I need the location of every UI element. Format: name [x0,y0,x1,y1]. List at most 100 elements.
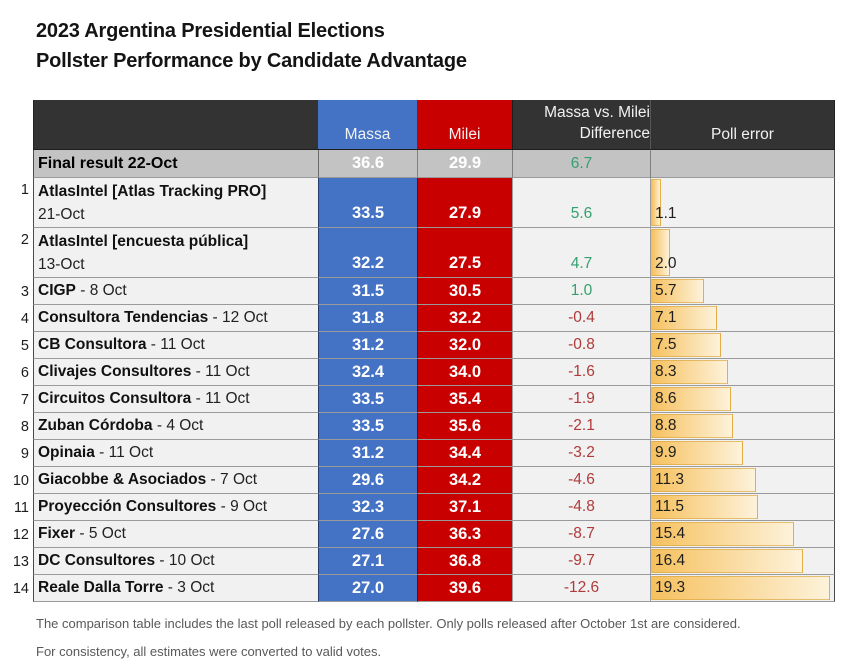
milei-value: 32.0 [448,335,482,354]
pollster-name: Proyección Consultores [38,498,217,515]
pollster-name: DC Consultores [38,552,156,569]
table-body: 1 AtlasIntel [Atlas Tracking PRO] 21-Oct… [0,178,835,602]
table-row: 6 Clivajes Consultores - 11 Oct 32.4 34.… [0,359,835,386]
poll-error-cell: 11.3 [650,467,835,494]
poll-date: 4 Oct [166,417,204,434]
milei-value-cell: 32.2 [417,305,512,332]
poll-date: 11 Oct [205,390,250,407]
milei-value: 35.6 [448,416,482,435]
pollster-name: Consultora Tendencias [38,309,209,326]
massa-value-cell: 32.2 [318,228,417,278]
row-rank: 14 [0,575,33,602]
poll-date: 7 Oct [220,471,258,488]
pollster-cell: Giacobbe & Asociados - 7 Oct [33,467,318,494]
row-rank: 6 [0,359,33,386]
difference-cell: -2.1 [512,413,650,440]
row-rank-label: 11 [13,499,29,516]
difference-cell: -12.6 [512,575,650,602]
massa-value-cell: 33.5 [318,386,417,413]
milei-value: 27.5 [448,254,482,272]
poll-error-cell: 8.6 [650,386,835,413]
difference-cell: -1.9 [512,386,650,413]
milei-value-cell: 36.3 [417,521,512,548]
pollster-cell: DC Consultores - 10 Oct [33,548,318,575]
milei-value: 34.2 [448,470,482,489]
pollster-cell: Fixer - 5 Oct [33,521,318,548]
poll-error-value: 8.8 [655,417,677,434]
poll-error-bar [651,179,662,226]
header-difference-line1: Massa vs. Milei [544,103,650,121]
poll-date: 3 Oct [177,579,215,596]
milei-value: 35.4 [448,389,482,408]
milei-value: 34.0 [448,362,482,381]
table-row: 9 Opinaia - 11 Oct 31.2 34.4 -3.2 9.9 [0,440,835,467]
row-rank: 3 [0,278,33,305]
pollster-name: CIGP [38,282,76,299]
poll-error-value: 1.1 [655,205,677,222]
row-rank-label: 9 [20,445,29,462]
milei-value-cell: 39.6 [417,575,512,602]
poll-error-cell: 16.4 [650,548,835,575]
row-rank-label: 6 [20,364,29,381]
poll-error-cell: 9.9 [650,440,835,467]
poll-date: 12 Oct [222,309,268,326]
page-title-line2: Pollster Performance by Candidate Advant… [36,50,467,72]
milei-value-cell: 35.6 [417,413,512,440]
difference-value: -4.6 [568,471,595,488]
massa-value: 27.0 [351,578,385,597]
row-rank: 13 [0,548,33,575]
table-row: 13 DC Consultores - 10 Oct 27.1 36.8 -9.… [0,548,835,575]
name-date-separator: - [163,579,178,596]
poll-error-cell: 15.4 [650,521,835,548]
row-rank-label: 14 [12,580,29,597]
row-rank-label: 4 [20,310,29,327]
header-pollster-cell [33,100,318,150]
row-rank: 10 [0,467,33,494]
table-row: 11 Proyección Consultores - 9 Oct 32.3 3… [0,494,835,521]
header-poll-error: Poll error [650,100,835,150]
name-date-separator: - [216,498,231,515]
poll-date: 13-Oct [38,255,85,273]
massa-value-cell: 31.2 [318,440,417,467]
difference-value: -3.2 [568,444,595,461]
poll-error-cell: 19.3 [650,575,835,602]
poll-error-bar [651,441,743,465]
row-rank: 12 [0,521,33,548]
poll-error-value: 11.5 [655,498,685,515]
massa-value-cell: 27.1 [318,548,417,575]
poll-error-cell: 11.5 [650,494,835,521]
final-massa-value: 36.6 [351,154,385,172]
name-date-separator: - [155,552,169,569]
milei-value-cell: 32.0 [417,332,512,359]
poll-error-bar [651,306,717,330]
poll-error-bar [651,414,733,438]
final-result-row: Final result 22-Oct 36.6 29.9 6.7 [0,150,835,178]
poll-error-cell: 8.8 [650,413,835,440]
difference-cell: -0.4 [512,305,650,332]
row-rank-label: 12 [12,526,29,543]
poll-error-bar [651,549,804,573]
poll-date: 21-Oct [38,205,85,223]
massa-value-cell: 27.6 [318,521,417,548]
pollster-name: Clivajes Consultores [38,363,192,380]
pollster-cell: Proyección Consultores - 9 Oct [33,494,318,521]
difference-value: 5.6 [570,205,593,222]
name-date-separator: - [152,417,167,434]
massa-value: 31.2 [351,443,385,462]
difference-cell: 5.6 [512,178,650,228]
poll-error-value: 7.5 [655,336,677,353]
poll-error-cell: 1.1 [650,178,835,228]
name-date-separator: - [206,471,221,488]
milei-value: 32.2 [448,308,482,327]
header-rank-gutter [0,100,33,150]
poll-error-bar [651,468,756,492]
difference-value: -12.6 [563,579,600,596]
massa-value: 32.2 [351,254,385,272]
name-date-separator: - [75,525,89,542]
massa-value: 31.2 [351,335,385,354]
massa-value: 31.8 [351,308,385,327]
row-rank-label: 8 [20,418,29,435]
poll-error-value: 9.9 [655,444,677,461]
difference-cell: -8.7 [512,521,650,548]
header-milei: Milei [417,100,512,150]
